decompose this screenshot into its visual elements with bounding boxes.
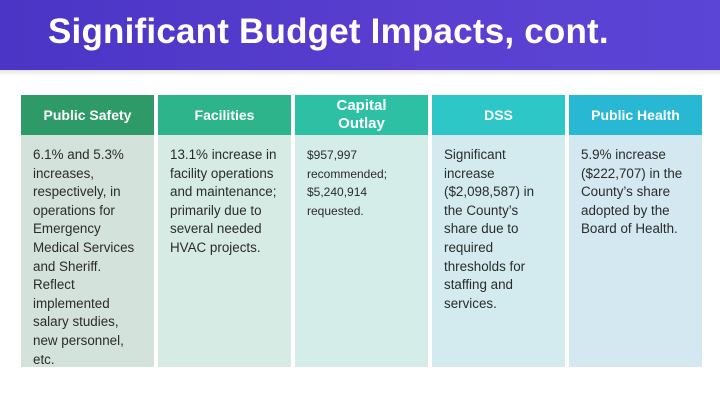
column-text-capital-outlay: $957,997 recommended; $5,240,914 request… xyxy=(295,135,428,367)
column-facilities: Facilities 13.1% increase in facility op… xyxy=(158,95,291,367)
column-heading-public-safety: Public Safety xyxy=(21,95,154,135)
slide-title: Significant Budget Impacts, cont. xyxy=(48,12,609,51)
column-public-safety: Public Safety 6.1% and 5.3% increases, r… xyxy=(21,95,154,367)
column-heading-capital-outlay: Capital Outlay xyxy=(295,95,428,135)
column-capital-outlay: Capital Outlay $957,997 recommended; $5,… xyxy=(295,95,428,367)
column-text-public-safety: 6.1% and 5.3% increases, respectively, i… xyxy=(21,135,154,367)
banner-shadow xyxy=(0,70,720,76)
column-public-health: Public Health 5.9% increase ($222,707) i… xyxy=(569,95,702,367)
column-text-dss: Significant increase ($2,098,587) in the… xyxy=(432,135,565,367)
title-banner: Significant Budget Impacts, cont. xyxy=(0,0,720,70)
column-heading-public-health: Public Health xyxy=(569,95,702,135)
column-dss: DSS Significant increase ($2,098,587) in… xyxy=(432,95,565,367)
column-heading-facilities: Facilities xyxy=(158,95,291,135)
column-text-facilities: 13.1% increase in facility operations an… xyxy=(158,135,291,367)
column-text-public-health: 5.9% increase ($222,707) in the County’s… xyxy=(569,135,702,367)
column-heading-dss: DSS xyxy=(432,95,565,135)
